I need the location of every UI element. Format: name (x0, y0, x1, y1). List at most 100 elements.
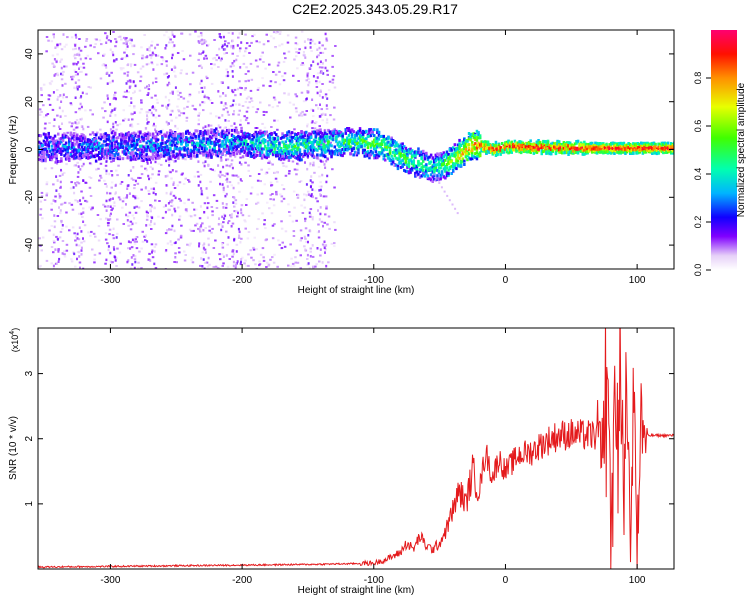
streak-cell (59, 209, 62, 212)
noise-cell (133, 106, 136, 109)
noise-cell (211, 227, 214, 230)
ridge-cell (294, 145, 297, 148)
noise-cell (185, 210, 188, 213)
ridge-cell (194, 146, 197, 150)
ridge-cell (502, 150, 506, 154)
noise-cell (263, 126, 267, 129)
noise-cell (63, 132, 66, 134)
ridge-cell (156, 132, 159, 136)
noise-cell (216, 130, 220, 133)
noise-cell (247, 214, 251, 217)
ridge-cell (58, 147, 61, 151)
ridge-cell (264, 130, 267, 134)
noise-cell (136, 123, 140, 125)
streak-cell (174, 159, 177, 163)
ridge-cell (391, 150, 395, 154)
ridge-cell (398, 152, 401, 156)
ridge-cell (401, 146, 404, 150)
streak-cell (112, 246, 115, 249)
ridge-cell (436, 152, 439, 156)
ridge-cell (361, 138, 365, 142)
streak-cell (82, 267, 85, 269)
ridge-cell (339, 153, 343, 157)
streak-cell (108, 198, 111, 202)
noise-cell (315, 86, 319, 88)
streak-cell (55, 148, 58, 152)
streak-cell (198, 91, 201, 94)
ridge-cell (279, 154, 283, 158)
ridge-cell (297, 139, 300, 143)
noise-cell (61, 202, 64, 205)
ridge-cell (305, 142, 308, 146)
ridge-cell (524, 141, 528, 145)
ridge-cell (474, 142, 477, 146)
noise-cell (258, 263, 262, 265)
noise-cell (132, 178, 135, 181)
ridge-cell (320, 131, 324, 135)
ridge-cell (240, 126, 243, 130)
noise-cell (121, 200, 125, 203)
ridge-cell (238, 139, 242, 143)
ridge-cell (463, 150, 466, 154)
noise-cell (303, 245, 306, 248)
ridge-cell (124, 152, 128, 156)
ridge-cell (177, 134, 180, 138)
noise-cell (151, 256, 155, 259)
ridge-cell (126, 148, 129, 152)
ridge-cell (453, 162, 457, 166)
ridge-cell (382, 148, 385, 152)
ridge-cell (150, 147, 153, 151)
streak-cell (231, 103, 234, 107)
ridge-cell (186, 150, 189, 154)
ridge-cell (270, 132, 273, 135)
streak-cell (218, 47, 221, 51)
ridge-cell (262, 139, 265, 143)
noise-cell (38, 108, 42, 111)
streak-cell (221, 44, 224, 47)
ridge-cell (63, 145, 66, 148)
ridge-cell (423, 154, 427, 158)
ridge-cell (145, 149, 148, 153)
ridge-cell (420, 155, 423, 159)
ridge-cell (368, 129, 371, 133)
ridge-cell (72, 132, 76, 136)
ridge-cell (287, 152, 291, 156)
ridge-cell (180, 142, 183, 146)
noise-cell (215, 207, 219, 209)
ridge-cell (382, 153, 385, 157)
ridge-cell (502, 149, 506, 152)
streak-cell (105, 41, 108, 44)
ridge-cell (292, 154, 295, 157)
noise-cell (191, 261, 195, 264)
ridge-cell (134, 144, 137, 148)
noise-cell (82, 207, 85, 210)
ridge-cell (396, 151, 400, 155)
noise-cell (88, 162, 92, 165)
ridge-cell (404, 158, 408, 162)
ridge-cell (154, 144, 158, 148)
streak-cell (114, 121, 117, 124)
ridge-cell (499, 152, 502, 156)
noise-cell (48, 122, 51, 124)
ridge-cell (107, 149, 110, 153)
noise-cell (182, 183, 186, 185)
ridge-cell (45, 136, 49, 140)
noise-cell (95, 38, 98, 41)
ridge-cell (200, 147, 204, 151)
streak-cell (126, 74, 129, 77)
noise-cell (165, 31, 168, 33)
ridge-cell (420, 166, 423, 170)
noise-cell (231, 91, 235, 94)
noise-cell (174, 252, 177, 255)
ridge-cell (407, 148, 411, 151)
ridge-cell (377, 131, 381, 135)
ridge-cell (330, 152, 333, 156)
ridge-cell (142, 155, 145, 158)
ridge-cell (88, 155, 92, 159)
ridge-cell (75, 151, 79, 154)
streak-cell (58, 257, 61, 261)
noise-cell (47, 98, 51, 101)
noise-cell (89, 57, 92, 60)
ridge-cell (80, 145, 84, 149)
ridge-cell (518, 140, 521, 144)
